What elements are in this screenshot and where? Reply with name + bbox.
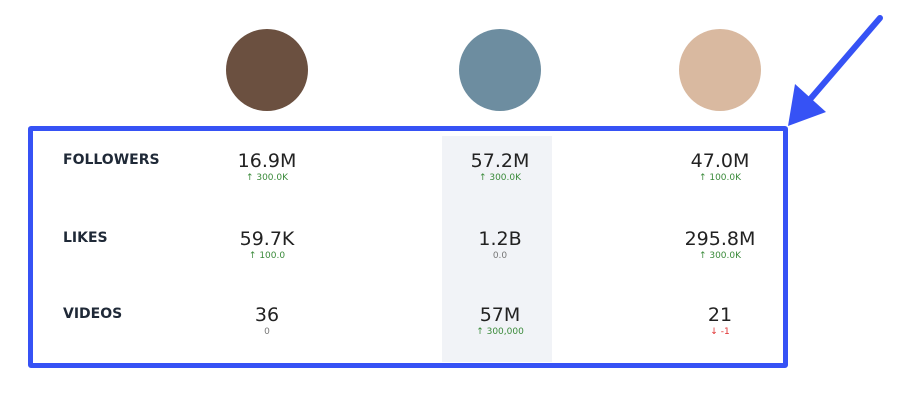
stat-cell: 59.7K ↑ 100.0 [197,228,337,261]
arrow-up-icon: ↑ [698,173,710,183]
stat-change: 0.0 [430,251,570,261]
stat-cell: 36 0 [197,304,337,337]
row-label: FOLLOWERS [63,152,160,168]
avatar-pixel-punk-red-hair[interactable] [459,29,541,111]
highlighted-column [442,136,552,362]
change-text: 100.0K [709,173,742,183]
stat-value: 57.2M [470,150,530,172]
stat-change: ↑ 300.0K [197,173,337,183]
arrow-down-icon: ↓ [710,327,721,337]
stat-value: 36 [254,304,280,326]
stat-cell: 57.2M ↑ 300.0K [430,150,570,183]
stat-cell: 57M ↑ 300,000 [430,304,570,337]
highlight-box [28,126,788,368]
arrow-up-icon: ↑ [248,251,260,261]
arrow-up-icon: ↑ [245,173,257,183]
stat-cell: 21 ↓ -1 [650,304,790,337]
avatar-bear-hood-person[interactable] [226,29,308,111]
row-label: VIDEOS [63,306,123,322]
stat-change: ↓ -1 [650,327,790,337]
arrow-up-icon: ↑ [478,173,490,183]
change-text: 100.0 [259,251,286,261]
stat-change: 0 [197,327,337,337]
change-text: 0.0 [492,251,508,261]
stat-change: ↑ 300.0K [650,251,790,261]
stat-cell: 1.2B 0.0 [430,228,570,261]
avatar-blonde-person[interactable] [679,29,761,111]
stat-change: ↑ 300.0K [430,173,570,183]
stat-value: 1.2B [478,228,522,250]
stat-change: ↑ 100.0 [197,251,337,261]
stat-value: 16.9M [237,150,297,172]
stat-cell: 16.9M ↑ 300.0K [197,150,337,183]
stat-value: 59.7K [239,228,295,250]
arrow-up-icon: ↑ [476,327,487,337]
stat-cell: 295.8M ↑ 300.0K [650,228,790,261]
stat-value: 295.8M [684,228,756,250]
change-text: 0 [264,327,270,337]
arrow-up-icon: ↑ [698,251,710,261]
stat-change: ↑ 100.0K [650,173,790,183]
stat-change: ↑ 300,000 [430,327,570,337]
stat-value: 47.0M [690,150,750,172]
stat-value: 57M [479,304,521,326]
change-text: 300.0K [256,173,289,183]
stat-cell: 47.0M ↑ 100.0K [650,150,790,183]
change-text: 300,000 [486,327,524,337]
change-text: 300.0K [489,173,522,183]
stat-value: 21 [707,304,733,326]
change-text: 300.0K [709,251,742,261]
row-label: LIKES [63,230,108,246]
change-text: -1 [720,327,730,337]
